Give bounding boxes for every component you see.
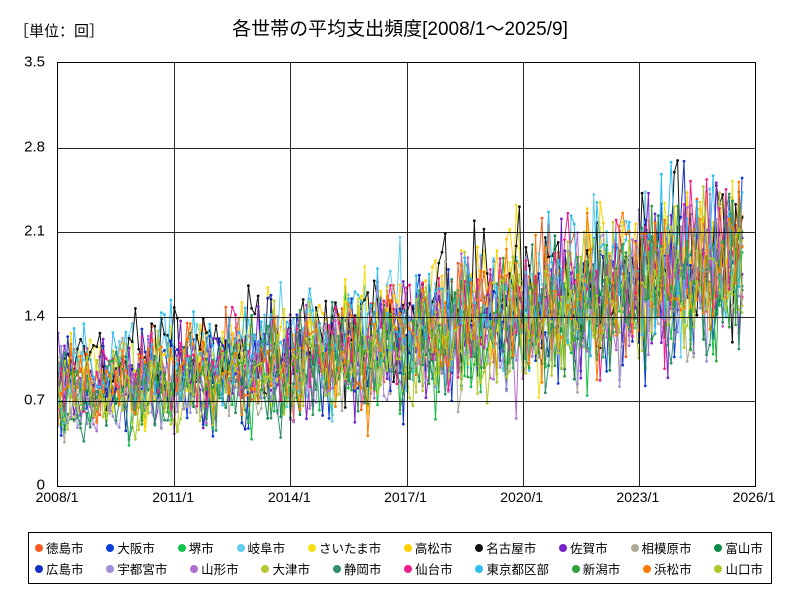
legend-color-swatch — [404, 564, 413, 573]
legend-label: 新潟市 — [582, 563, 621, 577]
legend-item[interactable]: 佐賀市 — [559, 538, 608, 557]
legend-color-swatch — [571, 564, 580, 573]
legend-color-swatch — [106, 564, 115, 573]
legend-color-swatch — [630, 543, 639, 552]
legend-label: 徳島市 — [46, 542, 84, 556]
legend-label: 岐阜市 — [247, 542, 286, 556]
y-tick-label: 1.4 — [24, 307, 45, 325]
chart-title: 各世帯の平均支出頻度[2008/1～2025/9] — [232, 19, 568, 40]
x-tick-label: 2011/1 — [152, 489, 195, 505]
legend-label: 大阪市 — [117, 542, 155, 556]
legend-item[interactable]: 相模原市 — [630, 538, 692, 557]
legend: 徳島市 大阪市 堺市 岐阜市 さいたま市 高松市 名古屋市 佐賀市 相模原市 富山市 広島市 宇都宮… — [28, 532, 772, 584]
legend-item[interactable]: 高松市 — [403, 538, 453, 557]
legend-color-swatch — [35, 543, 43, 552]
gridline-vertical — [639, 63, 640, 486]
gridline-vertical — [174, 63, 175, 486]
legend-color-swatch — [559, 543, 568, 552]
legend-label: 宇都宮市 — [117, 563, 168, 577]
legend-row-2: 広島市 宇都宮市 山形市 大津市 静岡市 仙台市 東京都区部 新潟市 浜松市 山口市 — [35, 558, 765, 579]
legend-label: 堺市 — [188, 542, 214, 556]
gridline-horizontal — [58, 317, 755, 318]
x-tick-label: 2008/1 — [35, 489, 79, 505]
y-tick-label: 2.8 — [24, 138, 45, 156]
x-tick-label: 2017/1 — [384, 489, 427, 505]
legend-color-swatch — [475, 564, 484, 573]
legend-label: 相模原市 — [641, 542, 692, 556]
legend-item[interactable]: 大阪市 — [106, 538, 155, 557]
x-tick-label: 2014/1 — [267, 489, 311, 505]
legend-color-swatch — [714, 564, 723, 573]
legend-color-swatch — [643, 564, 652, 573]
legend-label: 佐賀市 — [570, 542, 608, 556]
legend-item[interactable]: 山形市 — [190, 559, 239, 578]
y-tick-label: 3.5 — [24, 53, 45, 71]
gridline-vertical — [290, 63, 291, 486]
legend-label: 山形市 — [201, 563, 239, 577]
legend-label: 東京都区部 — [486, 563, 549, 577]
unit-label: ［単位：回］ — [14, 23, 105, 40]
legend-item[interactable]: 東京都区部 — [475, 559, 549, 578]
legend-label: 名古屋市 — [486, 542, 537, 556]
legend-item[interactable]: 新潟市 — [571, 559, 621, 578]
x-tick-label: 2023/1 — [616, 489, 660, 505]
legend-label: さいたま市 — [318, 542, 382, 556]
legend-color-swatch — [190, 564, 199, 573]
gridline-horizontal — [58, 232, 755, 233]
gridline-vertical — [523, 63, 524, 486]
legend-item[interactable]: 宇都宮市 — [106, 559, 167, 578]
legend-item[interactable]: 富山市 — [714, 538, 763, 557]
gridline-horizontal — [58, 148, 755, 149]
legend-item[interactable]: 山口市 — [714, 559, 763, 578]
legend-label: 静岡市 — [343, 563, 382, 577]
legend-label: 仙台市 — [415, 563, 453, 577]
legend-label: 富山市 — [725, 542, 763, 556]
legend-row-1: 徳島市 大阪市 堺市 岐阜市 さいたま市 高松市 名古屋市 佐賀市 相模原市 富山市 — [35, 537, 765, 558]
legend-label: 大津市 — [272, 563, 310, 577]
x-axis: 2008/1 2011/1 2014/1 2017/1 2020/1 2023/1 2026… — [0, 489, 800, 509]
y-tick-label: 0.7 — [24, 391, 45, 409]
legend-color-swatch — [35, 564, 43, 573]
gridline-vertical — [407, 63, 408, 486]
legend-item[interactable]: 岐阜市 — [236, 538, 286, 557]
legend-item[interactable]: 静岡市 — [332, 559, 382, 578]
legend-color-swatch — [261, 564, 270, 573]
x-tick-label: 2020/1 — [500, 489, 544, 505]
y-axis: 0 0.7 1.4 2.1 2.8 3.5 — [0, 54, 52, 494]
legend-item[interactable]: さいたま市 — [307, 538, 382, 557]
legend-label: 山口市 — [725, 563, 763, 577]
y-tick-label: 2.1 — [24, 222, 45, 240]
legend-color-swatch — [236, 543, 245, 552]
legend-color-swatch — [307, 543, 316, 552]
legend-item[interactable]: 大津市 — [261, 559, 310, 578]
legend-item[interactable]: 仙台市 — [404, 559, 453, 578]
legend-item[interactable]: 広島市 — [35, 559, 84, 578]
gridline-horizontal — [58, 401, 755, 402]
legend-label: 広島市 — [46, 563, 84, 577]
legend-item[interactable]: 堺市 — [177, 538, 214, 557]
legend-item[interactable]: 浜松市 — [643, 559, 692, 578]
legend-color-swatch — [403, 543, 412, 552]
legend-label: 浜松市 — [654, 563, 692, 577]
legend-color-swatch — [332, 564, 341, 573]
x-tick-label: 2026/1 — [732, 489, 776, 505]
legend-color-swatch — [475, 543, 484, 552]
legend-color-swatch — [106, 543, 115, 552]
legend-color-swatch — [177, 543, 186, 552]
y-tick-label: 0 — [36, 476, 45, 494]
plot-area — [57, 62, 756, 487]
legend-item[interactable]: 徳島市 — [35, 538, 84, 557]
series-markers — [58, 185, 744, 441]
legend-label: 高松市 — [414, 542, 453, 556]
series-markers — [58, 180, 744, 438]
legend-color-swatch — [714, 543, 723, 552]
legend-item[interactable]: 名古屋市 — [475, 538, 536, 557]
